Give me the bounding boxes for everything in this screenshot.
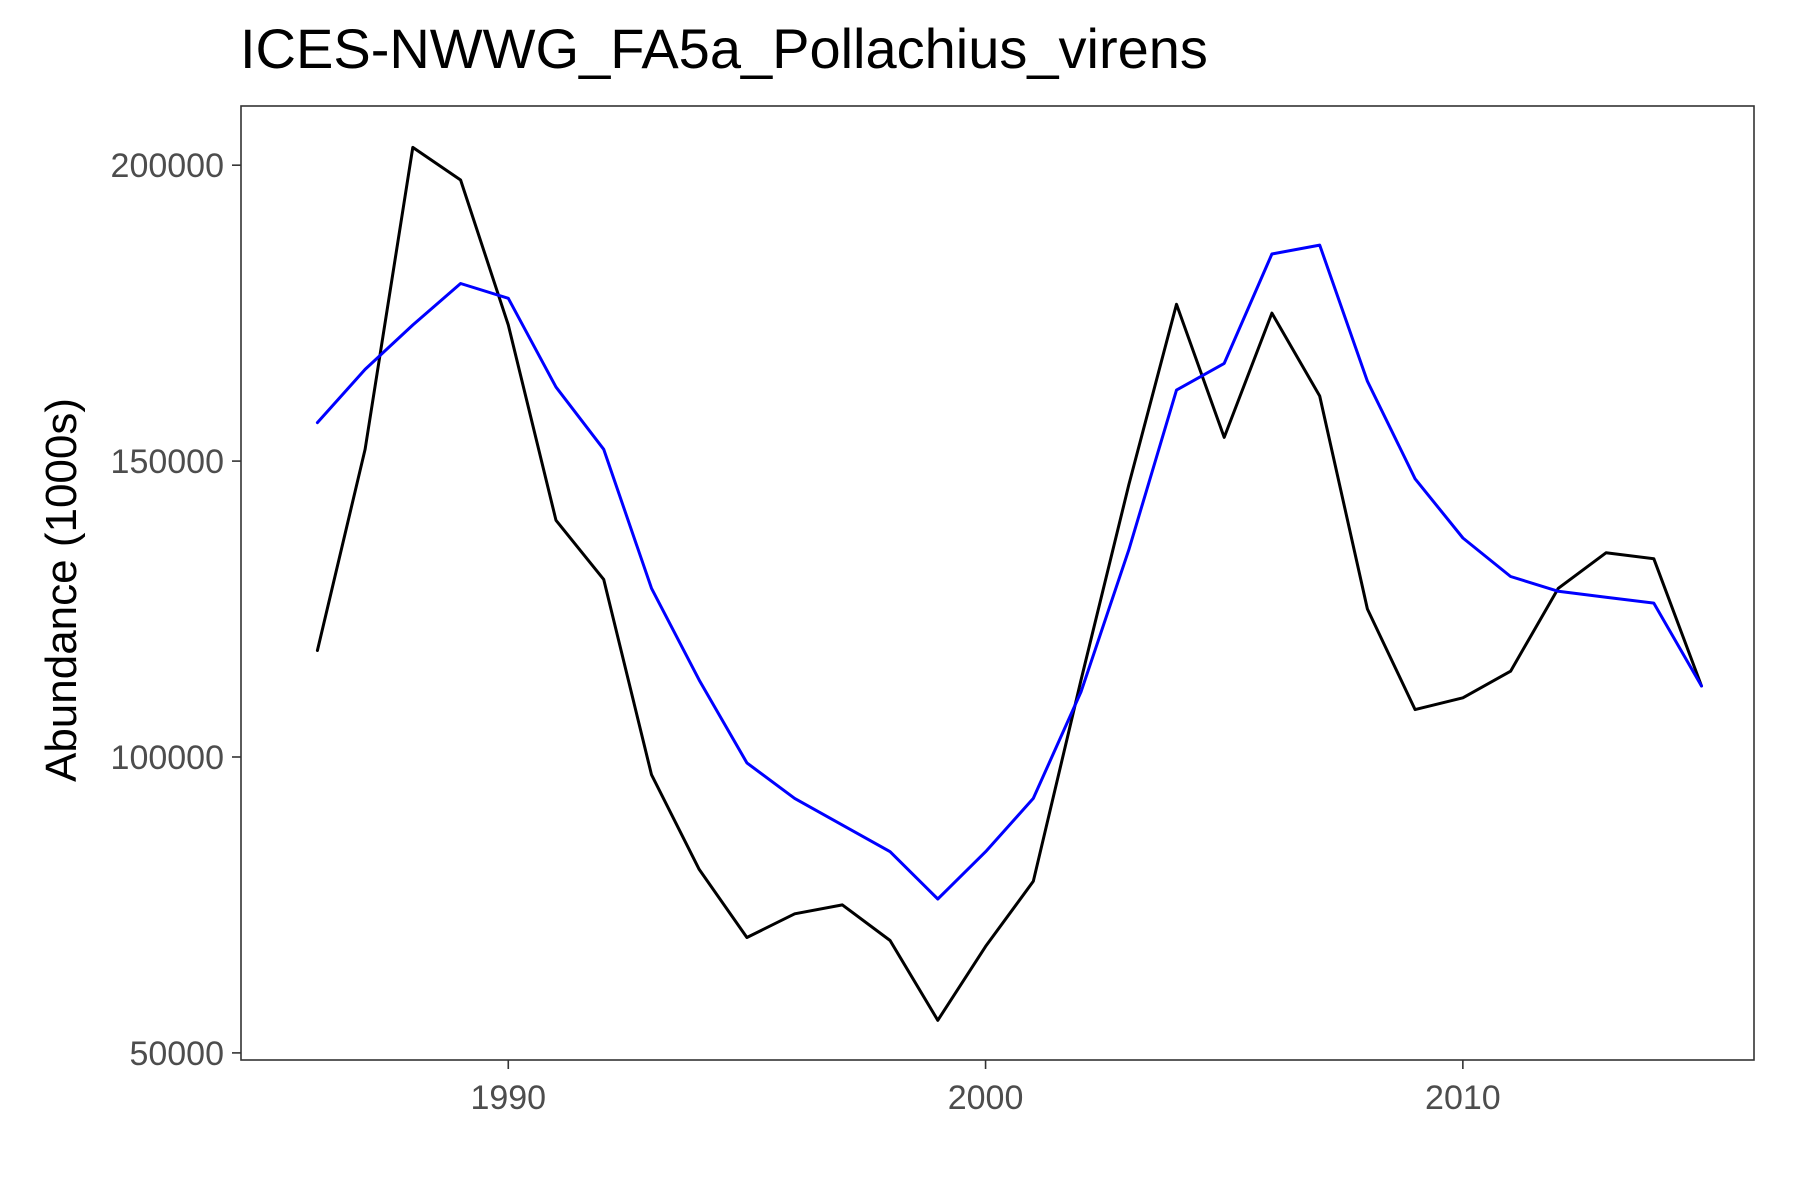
series-line-2	[315, 243, 1703, 901]
y-tick-label: 150000	[111, 443, 224, 481]
y-axis: 50000 100000 150000 200000	[111, 147, 241, 1073]
y-tick-label: 100000	[111, 739, 224, 777]
y-axis-title: Abundance (1000s)	[37, 398, 86, 782]
chart-title: ICES-NWWG_FA5a_Pollachius_virens	[240, 17, 1208, 80]
y-tick-label: 200000	[111, 147, 224, 185]
x-tick-label: 1990	[470, 1079, 546, 1117]
y-tick-label: 50000	[129, 1035, 224, 1073]
x-tick-label: 2010	[1425, 1079, 1501, 1117]
series-line-1	[315, 145, 1703, 1022]
x-axis: 1990 2000 2010	[470, 1060, 1501, 1117]
plot-panel	[240, 105, 1755, 1061]
series-layer	[315, 145, 1703, 1022]
x-tick-label: 2000	[948, 1079, 1024, 1117]
